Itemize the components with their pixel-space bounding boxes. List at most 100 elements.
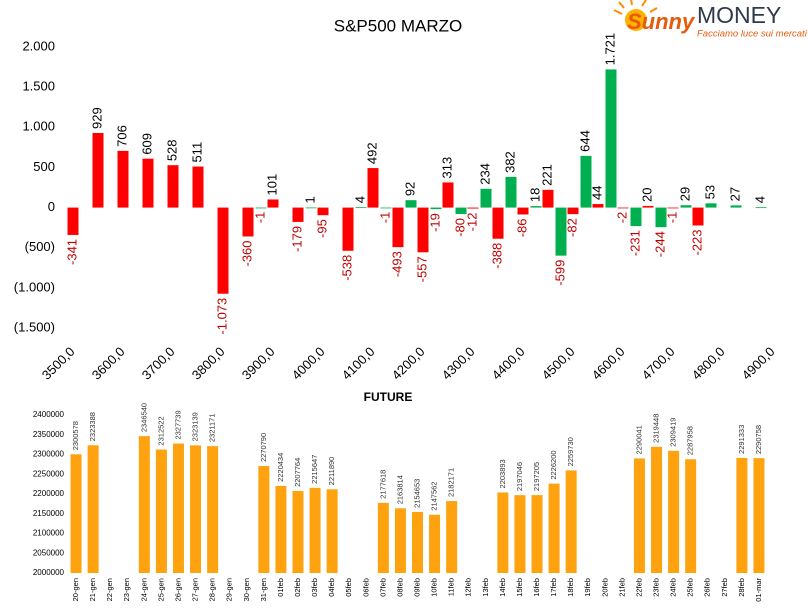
x-tick-label: 25-gen <box>156 578 165 601</box>
x-tick-label: 3800,0 <box>189 344 228 383</box>
y-tick-label: 2300000 <box>33 450 65 459</box>
bar <box>655 207 667 228</box>
x-tick-label: 21-gen <box>88 578 97 601</box>
bar <box>342 207 354 251</box>
x-tick-label: 12feb <box>464 578 473 597</box>
x-tick-label: 02feb <box>293 578 302 597</box>
x-tick-label: 05feb <box>344 578 353 597</box>
value-label: 4 <box>352 196 367 203</box>
y-tick-label: 2350000 <box>33 430 65 439</box>
y-tick-label: 2400000 <box>33 410 65 419</box>
value-label: 2300578 <box>71 421 80 450</box>
chart-title: S&P500 MARZO <box>334 16 463 35</box>
bar <box>190 445 202 573</box>
x-tick-label: 4600,0 <box>589 344 628 383</box>
x-tick-label: 26feb <box>703 578 712 597</box>
value-label: 2177618 <box>378 470 387 499</box>
value-label: 2287958 <box>686 426 695 455</box>
value-label: 2182171 <box>447 468 456 497</box>
logo-name-a: Sunny <box>627 9 696 34</box>
bar <box>667 207 679 209</box>
bar <box>455 207 467 214</box>
y-tick-label: (1.500) <box>14 319 55 334</box>
value-label: 27 <box>727 187 742 201</box>
value-label: 18 <box>527 188 542 202</box>
value-label: -1 <box>252 212 267 224</box>
logo-sun <box>625 9 647 31</box>
y-tick-label: 0 <box>48 199 55 214</box>
value-label: 1.721 <box>602 33 617 66</box>
bar <box>394 508 406 573</box>
value-label: -82 <box>564 218 579 237</box>
bar <box>565 470 577 573</box>
x-tick-label: 4100,0 <box>339 344 378 383</box>
bar <box>630 207 642 227</box>
logo-tagline: Facciamo luce sui mercati <box>697 29 808 40</box>
x-tick-label: 4900,0 <box>739 344 778 383</box>
x-tick-label: 26-gen <box>173 578 182 601</box>
value-label: -1.073 <box>214 298 229 335</box>
x-tick-label: 25feb <box>686 578 695 597</box>
x-tick-label: 14feb <box>498 578 507 597</box>
x-tick-label: 19feb <box>583 578 592 597</box>
x-tick-label: 01-mar <box>754 578 763 602</box>
x-tick-label: 27-gen <box>191 578 200 601</box>
value-label: 2321171 <box>208 413 217 442</box>
value-label: 2163814 <box>395 475 404 504</box>
value-label: 929 <box>89 107 104 129</box>
value-label: -538 <box>339 255 354 281</box>
value-label: 2346540 <box>139 403 148 432</box>
value-label: -599 <box>552 260 567 286</box>
x-tick-label: 22feb <box>634 578 643 597</box>
value-label: 2319448 <box>652 414 661 443</box>
x-tick-label: 23feb <box>652 578 661 597</box>
value-label: -360 <box>239 240 254 266</box>
bar <box>292 490 304 573</box>
x-tick-label: 13feb <box>481 578 490 597</box>
y-tick-label: 2000000 <box>33 568 65 577</box>
value-label: -244 <box>652 231 667 257</box>
value-label: 1 <box>302 196 317 203</box>
bar <box>275 485 287 573</box>
x-tick-label: 18feb <box>566 578 575 597</box>
bar <box>305 207 317 209</box>
value-label: 2147562 <box>430 482 439 511</box>
value-label: -557 <box>414 256 429 282</box>
logo-rays <box>613 0 658 15</box>
x-tick-label: 17feb <box>549 578 558 597</box>
bar <box>155 449 167 573</box>
value-label: 2309419 <box>669 418 678 447</box>
value-label: 2323388 <box>88 412 97 441</box>
value-label: 2327739 <box>173 410 182 439</box>
y-tick-label: 500 <box>33 159 55 174</box>
bar <box>497 492 509 573</box>
x-tick-label: 11feb <box>447 578 456 596</box>
value-label: -1 <box>664 212 679 224</box>
bar <box>87 445 99 573</box>
bar <box>377 502 389 573</box>
value-label: 644 <box>577 130 592 152</box>
bar <box>255 207 267 209</box>
x-tick-label: 3600,0 <box>89 344 128 383</box>
bar <box>367 168 379 208</box>
bar <box>292 207 304 222</box>
value-label: 609 <box>139 133 154 155</box>
x-tick-label: 29-gen <box>225 578 234 601</box>
value-label: 2154653 <box>412 479 421 508</box>
x-tick-label: 31-gen <box>259 578 268 601</box>
value-label: 706 <box>114 125 129 147</box>
value-label: 2226200 <box>549 450 558 479</box>
logo-name-b: MONEY <box>697 2 781 28</box>
x-tick-label: 4200,0 <box>389 344 428 383</box>
bar <box>555 207 567 256</box>
bar <box>642 205 654 208</box>
x-tick-label: 4700,0 <box>639 344 678 383</box>
value-label: 382 <box>502 151 517 173</box>
y-tick-label: 2200000 <box>33 489 65 498</box>
chart-title: FUTURE <box>364 390 413 404</box>
bar <box>755 207 767 209</box>
y-tick-label: 2250000 <box>33 469 65 478</box>
value-label: 2220434 <box>276 453 285 482</box>
bar <box>117 150 129 208</box>
